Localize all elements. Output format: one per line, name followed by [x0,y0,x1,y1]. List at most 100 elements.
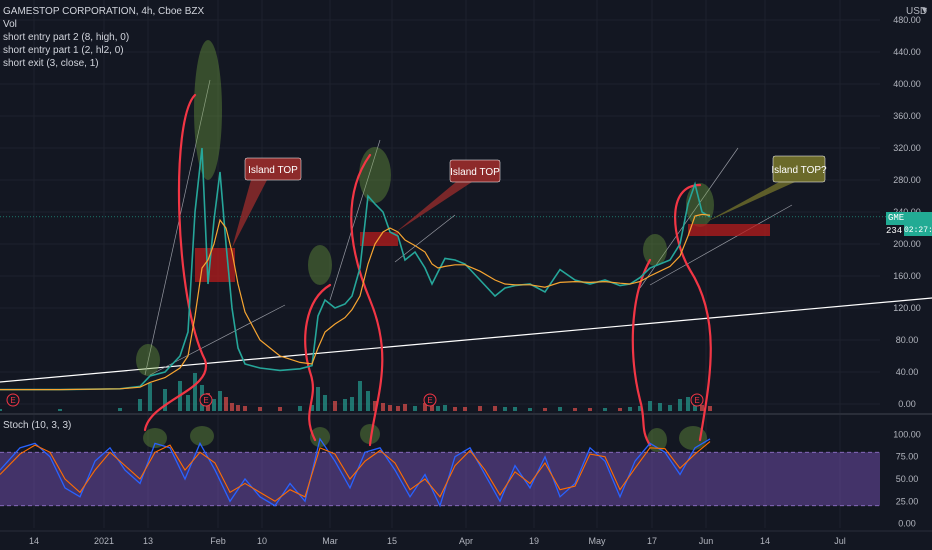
time-tick-label: 19 [529,536,539,546]
price-tick-label: 160.00 [893,271,921,281]
time-tick-label: Jul [834,536,846,546]
highlight-circle [679,426,707,450]
trend-line [0,297,932,383]
close-line [0,147,711,391]
highlight-circle [136,344,160,376]
island-zone [688,224,770,236]
volume-bar [423,403,427,411]
highlight-circle [643,234,667,266]
volume-bar [453,407,457,411]
earnings-marker: E [6,393,20,407]
volume-bar [648,401,652,411]
earnings-circle [6,393,20,407]
volume-bar [224,397,228,411]
time-tick-label: Jun [699,536,714,546]
volume-bar [193,373,197,411]
highlight-circle [143,428,167,448]
volume-bar [558,407,562,411]
time-tick-label: 17 [647,536,657,546]
volume-bar [118,408,122,411]
stoch-d-line [0,441,711,502]
symbol-tag: GME [888,213,905,223]
freehand-bracket [674,183,712,442]
highlight-circle [310,427,330,447]
volume-bar [138,399,142,411]
freehand-bracket [350,153,384,447]
volume-bar [236,405,240,411]
volume-bar [543,408,547,411]
volume-bar [528,408,532,411]
time-tick-label: Mar [322,536,338,546]
indicator-short-entry-2[interactable]: short entry part 2 (8, high, 0) [3,32,130,43]
volume-bar [58,409,62,411]
earnings-label: E [203,396,208,405]
time-tick-label: 2021 [94,536,114,546]
volume-bar [658,403,662,411]
highlight-circle [359,147,391,203]
volume-bar [218,391,222,411]
time-tick-label: 14 [29,536,39,546]
volume-bar [278,407,282,411]
price-tick-label: 320.00 [893,143,921,153]
time-tick-label: Feb [210,536,226,546]
volume-bar [258,407,262,411]
stoch-label[interactable]: Stoch (10, 3, 3) [3,420,72,431]
price-tick-label: 280.00 [893,175,921,185]
callouts[interactable]: Island TOP Island TOP Island TOP? [232,155,827,248]
stoch-band [0,452,880,506]
stoch-pane [0,437,880,508]
volume-bar [333,401,337,411]
volume-bar [212,399,216,411]
ema-line [0,213,711,391]
callout-box [449,159,501,183]
volume-bar [186,395,190,411]
trend-line [394,214,456,263]
grid-lines [0,0,932,532]
indicator-short-entry-1[interactable]: short entry part 1 (2, hl2, 0) [3,45,124,56]
highlight-circle [194,40,222,180]
indicator-short-exit[interactable]: short exit (3, close, 1) [3,58,99,69]
currency-label[interactable]: USD [906,6,928,17]
earnings-label: E [427,396,432,405]
stoch-tick-label: 75.00 [896,452,919,462]
volume-bar [310,405,314,411]
chart-title[interactable]: GAMESTOP CORPORATION, 4h, Cboe BZX [3,6,205,17]
volume-bar [493,406,497,411]
indicator-vol[interactable]: Vol [3,19,17,30]
stoch-axis[interactable]: 0.00 25.00 50.00 75.00 100.00 [893,429,921,528]
volume-bar [668,405,672,411]
callout-label: Island TOP [450,167,500,178]
volume-bar [478,406,482,411]
highlight-circle [308,245,332,285]
callout-box [772,155,826,183]
price-tick-label: 80.00 [896,335,919,345]
volume-bar [323,395,327,411]
volume-bar [573,408,577,411]
price-tick-label: 40.00 [896,367,919,377]
currency-caret-icon[interactable]: ▾ [922,5,928,16]
freehand-bracket [143,93,208,432]
volume-bar [503,407,507,411]
callout-box [244,157,302,181]
price-tick-label: 360.00 [893,111,921,121]
volume-bar [638,406,642,411]
volume-bar [618,408,622,411]
callout-label: Island TOP? [771,165,827,176]
time-tick-label: 13 [143,536,153,546]
volume-bar [403,404,407,411]
callout-label: Island TOP [248,165,298,176]
freehand-bracket [631,258,652,447]
time-axis[interactable]: 14 2021 13 Feb 10 Mar 15 Apr 19 May 17 Jun 14 Jul [29,536,846,546]
price-tick-label: 480.00 [893,15,921,25]
earnings-label: E [694,396,699,405]
volume-bars [0,373,712,411]
trend-line [329,139,381,301]
earnings-label: E [10,396,15,405]
volume-bar [413,406,417,411]
volume-bar [686,397,690,411]
earnings-marker: E [199,393,213,407]
time-tick-label: May [588,536,606,546]
volume-bar [373,401,377,411]
